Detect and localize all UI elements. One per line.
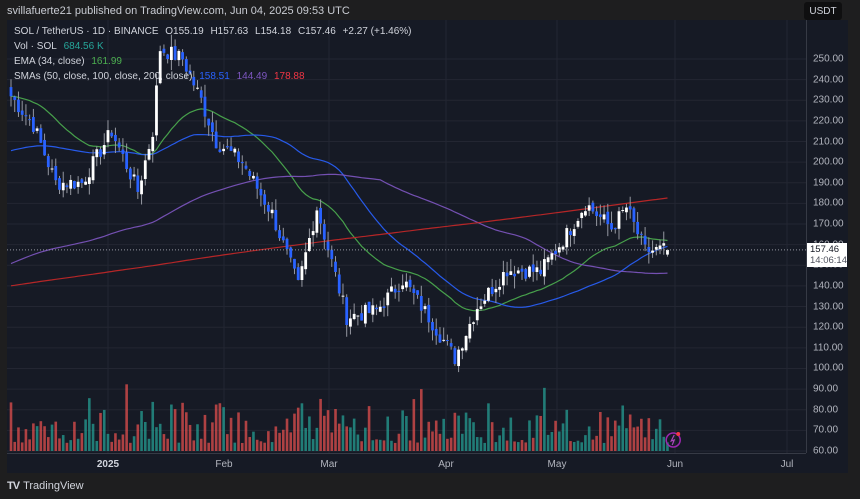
price-tick-label: 170.00 <box>813 218 844 230</box>
tradingview-logo-icon: TV <box>7 480 20 492</box>
time-tick-label: 2025 <box>96 459 120 470</box>
price-tick-label: 180.00 <box>813 197 844 209</box>
time-tick-label: Mar <box>320 459 338 470</box>
legend-volume-row: Vol · SOL 684.56 K <box>14 39 416 54</box>
price-plot[interactable]: SOL / TetherUS · 1D · BINANCE O155.19 H1… <box>7 20 806 453</box>
price-tick-label: 210.00 <box>813 136 844 148</box>
sma50-value: 158.51 <box>199 71 230 82</box>
volume-label[interactable]: Vol · SOL <box>14 41 57 52</box>
price-tick-label: 120.00 <box>813 321 844 333</box>
price-tick-label: 250.00 <box>813 53 844 65</box>
price-tick-label: 190.00 <box>813 177 844 189</box>
brand-name: TradingView <box>23 480 84 492</box>
price-tick-label: 110.00 <box>813 342 843 354</box>
ohlc-low: L154.18 <box>255 26 292 37</box>
price-tick-label: 80.00 <box>813 404 839 416</box>
ohlc-open: O155.19 <box>165 26 204 37</box>
time-axis[interactable]: 2025 Feb Mar Apr May Jun Jul <box>7 453 806 474</box>
tradingview-footer: TV TradingView <box>7 480 84 492</box>
legend-sma-row: SMAs (50, close, 100, close, 200, close)… <box>14 69 416 84</box>
price-tick-label: 60.00 <box>813 445 839 457</box>
price-tick-label: 200.00 <box>813 156 844 168</box>
price-tick-label: 220.00 <box>813 115 844 127</box>
sma100-value: 144.49 <box>236 71 268 82</box>
price-change: +2.27 (+1.46%) <box>342 26 412 37</box>
candlestick-chart <box>7 20 806 453</box>
sma-label[interactable]: SMAs (50, close, 100, close, 200, close) <box>14 71 193 82</box>
price-axis[interactable]: 250.00 240.00 230.00 220.00 210.00 200.00 190.… <box>806 20 849 457</box>
ema-label[interactable]: EMA (34, close) <box>14 56 85 67</box>
sma200-value: 178.88 <box>273 71 305 82</box>
price-tick-label: 140.00 <box>813 280 844 292</box>
time-tick-label: Jun <box>666 459 684 470</box>
symbol-label[interactable]: SOL / TetherUS · 1D · BINANCE <box>14 26 159 37</box>
price-tick-label: 100.00 <box>813 362 844 374</box>
price-tick-label: 130.00 <box>813 301 844 313</box>
price-tick-label: 230.00 <box>813 94 844 106</box>
ema-value: 161.99 <box>91 56 122 67</box>
time-tick-label: Jul <box>780 459 794 470</box>
bar-countdown: 14:06:14 <box>810 255 847 266</box>
publisher-caption: svillafuerte21 published on TradingView.… <box>7 5 350 17</box>
chart-legend: SOL / TetherUS · 1D · BINANCE O155.19 H1… <box>14 24 416 84</box>
current-price: 157.46 <box>810 244 840 255</box>
price-tick-label: 90.00 <box>813 383 839 395</box>
chart-panel: SOL / TetherUS · 1D · BINANCE O155.19 H1… <box>7 20 848 473</box>
time-tick-label: May <box>547 459 567 470</box>
legend-symbol-row: SOL / TetherUS · 1D · BINANCE O155.19 H1… <box>14 24 416 39</box>
ohlc-high: H157.63 <box>210 26 249 37</box>
legend-ema-row: EMA (34, close) 161.99 <box>14 54 416 69</box>
price-tick-label: 70.00 <box>813 424 839 436</box>
volume-value: 684.56 K <box>63 41 104 52</box>
ohlc-close: C157.46 <box>297 26 336 37</box>
time-tick-label: Apr <box>438 459 454 470</box>
current-price-tag: 157.46 14:06:14 <box>807 243 847 267</box>
time-tick-label: Feb <box>215 459 233 470</box>
price-tick-label: 240.00 <box>813 74 844 86</box>
currency-button[interactable]: USDT <box>804 2 842 20</box>
